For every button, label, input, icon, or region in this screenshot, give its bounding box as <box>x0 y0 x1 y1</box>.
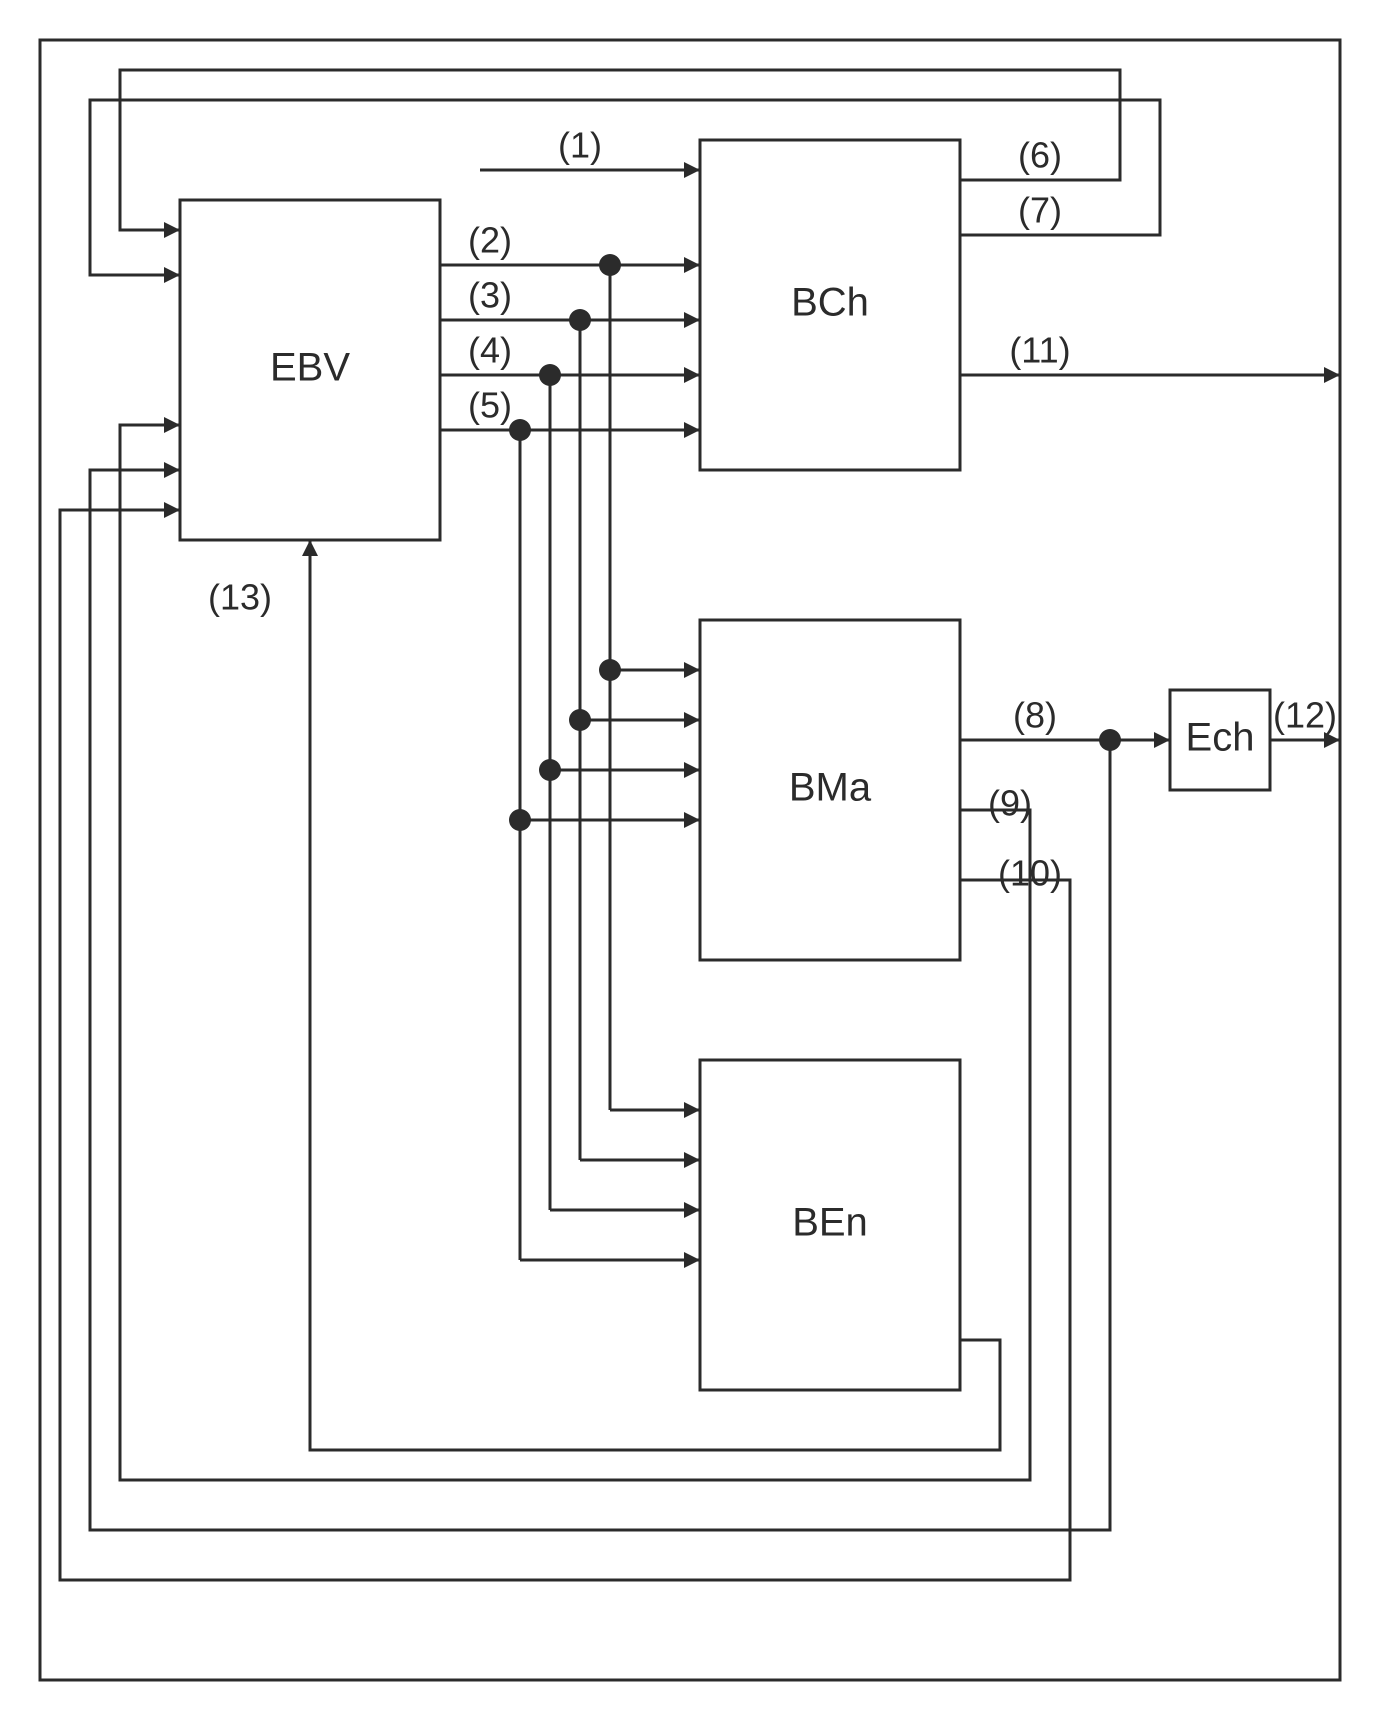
arrowhead <box>684 812 700 828</box>
arrowhead <box>164 417 180 433</box>
block-label-EBV: EBV <box>270 346 350 390</box>
wire-13-feedback <box>310 540 1000 1450</box>
block-label-BCh: BCh <box>791 281 869 325</box>
signal-1: (1) <box>558 125 602 166</box>
wire-10-feedback <box>60 510 1070 1580</box>
block-diagram-svg: EBV BCh BMa BEn Ech (1) (2) (3) (4) (5) (6) (7) (11)… <box>0 0 1384 1729</box>
arrowhead <box>164 462 180 478</box>
arrowhead <box>164 502 180 518</box>
junction-dot <box>509 809 531 831</box>
arrowhead <box>1154 732 1170 748</box>
arrowhead <box>684 712 700 728</box>
wire-6-feedback <box>120 70 1120 230</box>
signal-7: (7) <box>1018 190 1062 231</box>
arrowhead <box>684 367 700 383</box>
wire-7-feedback <box>90 100 1160 275</box>
block-label-BMa: BMa <box>789 766 872 810</box>
signal-3: (3) <box>468 275 512 316</box>
arrowhead <box>684 422 700 438</box>
outer-frame <box>40 40 1340 1680</box>
signal-6: (6) <box>1018 135 1062 176</box>
arrowhead <box>684 162 700 178</box>
arrowhead <box>164 222 180 238</box>
signal-9: (9) <box>988 783 1032 824</box>
arrowhead <box>302 540 318 556</box>
junction-dot <box>599 659 621 681</box>
arrowhead <box>684 1152 700 1168</box>
block-label-Ech: Ech <box>1186 716 1255 760</box>
arrowhead <box>1324 367 1340 383</box>
arrowhead <box>684 312 700 328</box>
arrowhead <box>684 662 700 678</box>
arrowhead <box>684 1202 700 1218</box>
arrowhead <box>684 257 700 273</box>
arrowhead <box>684 1252 700 1268</box>
signal-4: (4) <box>468 330 512 371</box>
signal-10: (10) <box>998 853 1062 894</box>
signal-12: (12) <box>1273 695 1337 736</box>
arrowhead <box>684 1102 700 1118</box>
arrowhead <box>684 762 700 778</box>
signal-2: (2) <box>468 220 512 261</box>
junction-dot <box>569 709 591 731</box>
signal-11: (11) <box>1009 330 1070 371</box>
signal-8: (8) <box>1013 695 1057 736</box>
signal-5: (5) <box>468 385 512 426</box>
wire-8-feedback <box>90 470 1110 1530</box>
signal-13: (13) <box>208 577 272 618</box>
arrowhead <box>164 267 180 283</box>
block-label-BEn: BEn <box>792 1201 868 1245</box>
junction-dot <box>539 759 561 781</box>
